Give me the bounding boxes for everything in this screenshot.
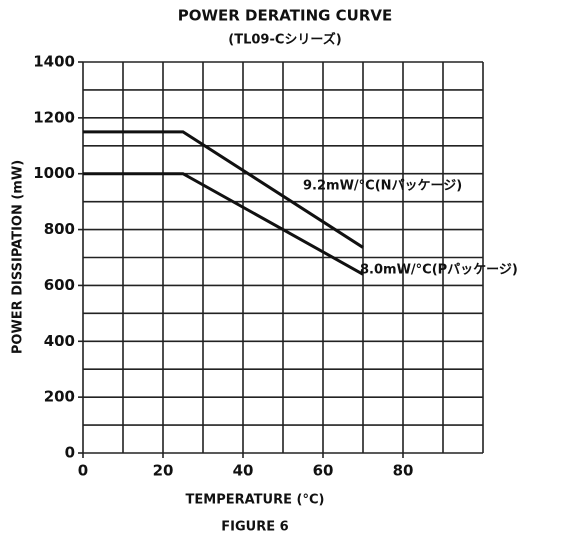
y-axis-label: POWER DISSIPATION (mW) <box>11 160 26 354</box>
chart-subtitle: (TL09-Cシリーズ) <box>228 32 341 48</box>
series-line <box>83 172 364 276</box>
series-annotation: 9.2mW/°C(Nパッケージ) <box>303 179 462 194</box>
y-tick-label: 200 <box>44 388 75 406</box>
y-tick-label: 400 <box>44 332 75 350</box>
y-tick-label: 0 <box>65 444 75 462</box>
y-tick-label: 1000 <box>33 164 75 182</box>
x-tick-label: 80 <box>393 462 414 480</box>
x-tick-label: 0 <box>78 462 88 480</box>
y-tick-label: 1200 <box>33 108 75 126</box>
y-tick-label: 800 <box>44 220 75 238</box>
chart-title: POWER DERATING CURVE <box>178 7 393 25</box>
x-tick-label: 40 <box>233 462 254 480</box>
y-tick-label: 1400 <box>33 53 75 71</box>
x-tick-label: 60 <box>313 462 334 480</box>
y-tick-label: 600 <box>44 276 75 294</box>
x-tick-label: 20 <box>153 462 174 480</box>
series-line <box>83 130 364 249</box>
figure-caption: FIGURE 6 <box>221 520 288 535</box>
x-axis-label: TEMPERATURE (°C) <box>186 493 325 508</box>
series-annotation: 8.0mW/°C(Pパッケージ) <box>360 263 518 278</box>
